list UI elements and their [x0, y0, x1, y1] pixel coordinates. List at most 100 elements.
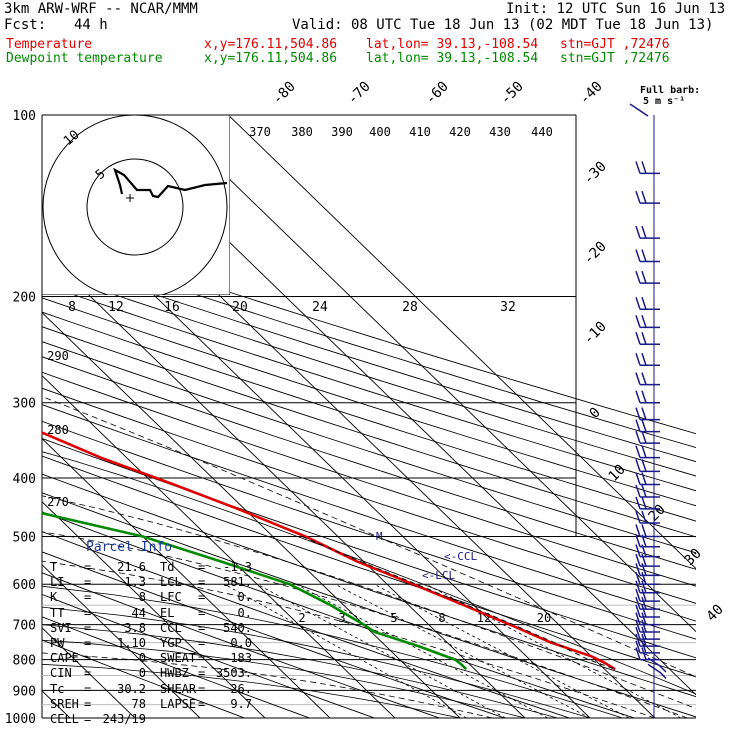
parcel-left-value: 0	[138, 666, 146, 681]
wind-barb	[635, 270, 660, 284]
dewpoint-curve	[42, 511, 468, 671]
parcel-left-label: SVI	[50, 620, 72, 635]
isotherm-label: -60	[423, 79, 452, 108]
fcst-label: Fcst:	[4, 17, 47, 33]
parcel-equals: =	[84, 712, 92, 726]
parcel-right-row: Td = -1.3	[160, 560, 252, 575]
parcel-right-label: HWBZ	[160, 666, 189, 681]
wind-barb	[635, 332, 660, 346]
pressure-tick-label: 1000	[5, 712, 36, 727]
hodograph-speed-label: 8	[68, 300, 76, 315]
isotherm-line	[42, 248, 526, 718]
parcel-left-value: 21.6	[117, 560, 146, 574]
parcel-right-label: YGP	[160, 636, 182, 650]
pressure-tick-label: 700	[13, 619, 36, 634]
parcel-left-value: 1.10	[117, 636, 146, 650]
pressure-tick-label: 900	[13, 684, 36, 699]
parcel-equals: =	[198, 681, 206, 696]
pressure-tick-label: 100	[13, 109, 36, 124]
parcel-equals: =	[198, 560, 206, 574]
wind-barb	[635, 190, 660, 204]
parcel-left-value: 8	[138, 590, 146, 605]
wind-barb	[635, 510, 660, 524]
theta-label: 400	[369, 125, 391, 139]
parcel-right-value: -1.3	[223, 560, 252, 574]
wind-barb	[635, 297, 660, 311]
mixing-ratio-label: 2	[298, 611, 305, 625]
hodograph-speed-label: 28	[402, 300, 418, 315]
parcel-right-row: LCL = 581.	[160, 575, 252, 590]
dry-adiabat	[42, 639, 245, 718]
parcel-left-label: Tc	[50, 681, 65, 696]
parcel-right-row: YGP = 0.0	[160, 636, 252, 651]
wind-barb	[635, 484, 660, 498]
hodograph-ring-outer	[42, 115, 228, 295]
parcel-equals: =	[198, 696, 206, 711]
parcel-left-row: SREH = 78	[50, 697, 146, 712]
parcel-right-label: LFC	[160, 590, 182, 605]
isotherm-label: -50	[498, 79, 527, 108]
temperature-curve	[42, 431, 616, 671]
parcel-left-label: TT	[50, 605, 65, 620]
dry-adiabat	[42, 256, 696, 463]
latlon-red: lat,lon= 39.13,-108.54	[366, 37, 539, 52]
isotherm-line	[42, 438, 331, 718]
parcel-right-row: SHEAR = 26.	[160, 682, 252, 697]
isotherm-line	[227, 115, 696, 570]
theta-label: 280	[47, 423, 69, 437]
isotherm-label: -40	[577, 79, 606, 108]
theta-label: 380	[291, 125, 313, 139]
dry-adiabat	[42, 492, 696, 718]
wind-barbs	[629, 103, 667, 718]
full-barb-unit: 5 m s⁻¹	[643, 96, 685, 107]
isotherm-label: -80	[270, 79, 299, 108]
parcel-left-value: 3.8	[124, 620, 146, 635]
parcel-equals: =	[84, 636, 92, 650]
parcel-left-label: CAPE	[50, 651, 79, 666]
parcel-right-value: 183	[230, 651, 252, 666]
wind-barb	[635, 407, 660, 421]
parcel-right-value: 9.7	[230, 696, 252, 711]
parcel-right-row: SWEAT = 183	[160, 651, 252, 666]
dry-adiabat	[42, 326, 696, 538]
theta-label: 290	[47, 349, 69, 363]
dry-adiabat	[42, 437, 696, 659]
temperature-legend: Temperature	[6, 37, 93, 52]
parcel-left-value: 1.3	[124, 575, 146, 590]
dry-adiabat	[42, 572, 440, 718]
mixing-ratio-label: 20	[537, 611, 551, 625]
moist-adiabat	[42, 495, 696, 710]
dry-adiabat	[42, 531, 570, 718]
parcel-equals: =	[84, 560, 92, 574]
wind-barb	[635, 472, 660, 486]
parcel-right-label: LAPSE	[160, 696, 197, 711]
parcel-equals: =	[84, 651, 92, 666]
isotherm-label: 40	[704, 602, 727, 625]
dry-adiabat	[42, 387, 696, 604]
parcel-equals: =	[198, 651, 206, 666]
hodograph-speed-label: 20	[232, 300, 248, 315]
parcel-right-row: LAPSE = 9.7	[160, 697, 252, 712]
parcel-right-value: 0.	[237, 605, 252, 620]
parcel-right-label: EL	[160, 605, 175, 620]
pressure-tick-label: 200	[13, 291, 36, 306]
dry-adiabat	[42, 356, 696, 570]
dry-adiabat	[42, 371, 696, 587]
parcel-equals: =	[198, 575, 206, 590]
parcel-equals: =	[84, 666, 92, 681]
parcel-right-value: 540.	[223, 620, 252, 635]
parcel-right-label: SHEAR	[160, 681, 197, 696]
dry-adiabat	[42, 511, 635, 718]
xy-red: x,y=176.11,504.86	[204, 37, 338, 52]
theta-label: 270	[47, 495, 69, 509]
hodograph-speed-label: 16	[164, 300, 180, 315]
wind-barb	[635, 430, 660, 444]
wind-barb	[635, 496, 660, 510]
parcel-right-value: 0.0	[230, 636, 252, 650]
dewpoint-legend: Dewpoint temperature	[6, 51, 163, 66]
dry-adiabat	[42, 616, 310, 718]
isotherm-label: 20	[646, 502, 669, 525]
parcel-left-row: TT = 44	[50, 606, 146, 621]
wind-barb	[647, 663, 667, 679]
wind-barb	[635, 372, 660, 386]
